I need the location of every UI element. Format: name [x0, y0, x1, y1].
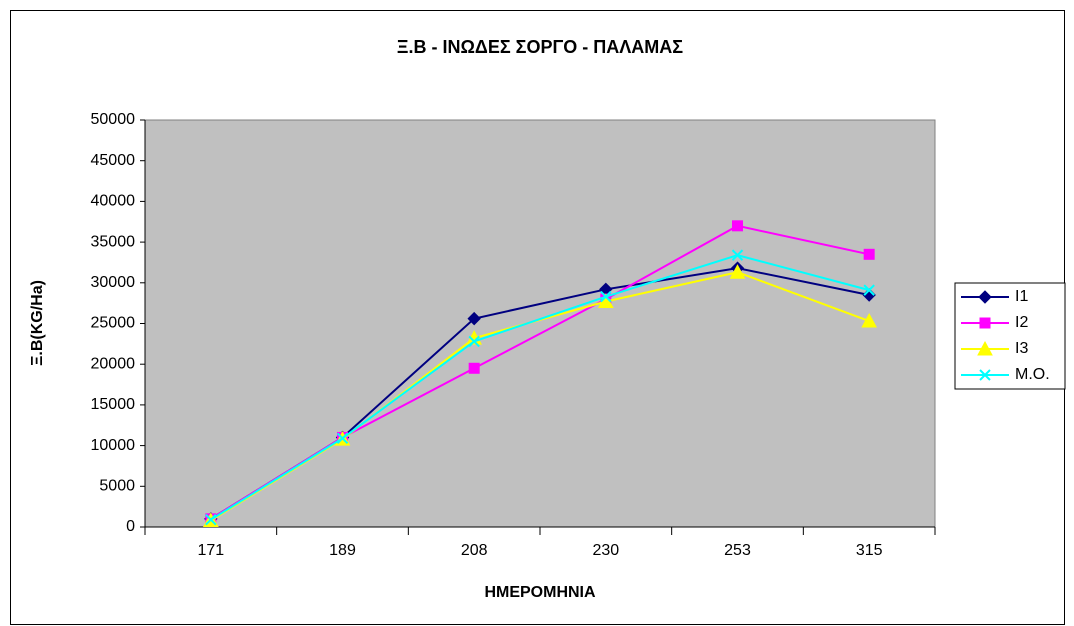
x-tick-label: 230	[592, 542, 619, 559]
x-tick-label: 208	[461, 542, 488, 559]
x-tick-label: 189	[329, 542, 356, 559]
marker	[468, 362, 480, 374]
x-tick-label: 315	[856, 542, 883, 559]
y-tick-label: 35000	[91, 233, 136, 250]
x-axis-title: ΗΜΕΡΟΜΗΝΙΑ	[484, 584, 596, 601]
legend-label: I3	[1015, 340, 1028, 357]
marker	[336, 432, 349, 444]
marker	[205, 513, 217, 526]
marker	[729, 264, 746, 279]
y-tick-label: 50000	[91, 111, 136, 128]
marker	[861, 313, 878, 328]
chart-title: Ξ.Β - ΙΝΩΔΕΣ ΣΟΡΓΟ - ΠΑΛΑΜΑΣ	[397, 37, 683, 57]
marker	[863, 284, 875, 296]
marker	[467, 311, 481, 326]
y-tick-label: 15000	[91, 396, 136, 413]
y-tick-label: 0	[126, 518, 135, 535]
y-tick-label: 45000	[91, 152, 136, 169]
marker	[732, 220, 743, 232]
legend-label: M.O.	[1015, 366, 1050, 383]
marker	[863, 248, 875, 260]
marker	[979, 369, 991, 381]
y-tick-label: 10000	[91, 437, 136, 454]
y-tick-label: 20000	[91, 355, 136, 372]
series-line	[210, 254, 870, 521]
y-tick-label: 5000	[99, 478, 135, 495]
marker	[978, 290, 992, 304]
legend-box	[954, 282, 1066, 390]
x-tick-label: 171	[197, 542, 224, 559]
marker	[731, 249, 744, 261]
legend-label: I1	[1015, 288, 1028, 305]
plot-area	[144, 119, 936, 528]
legend-label: I2	[1015, 314, 1028, 331]
y-axis-title: Ξ.Β(KG/Ha)	[29, 280, 46, 366]
marker	[977, 340, 993, 356]
y-tick-label: 25000	[91, 315, 136, 332]
y-tick-label: 40000	[91, 193, 136, 210]
x-tick-label: 253	[724, 542, 751, 559]
y-tick-label: 30000	[91, 274, 136, 291]
marker	[979, 317, 991, 329]
marker	[600, 290, 612, 303]
marker	[468, 335, 480, 348]
